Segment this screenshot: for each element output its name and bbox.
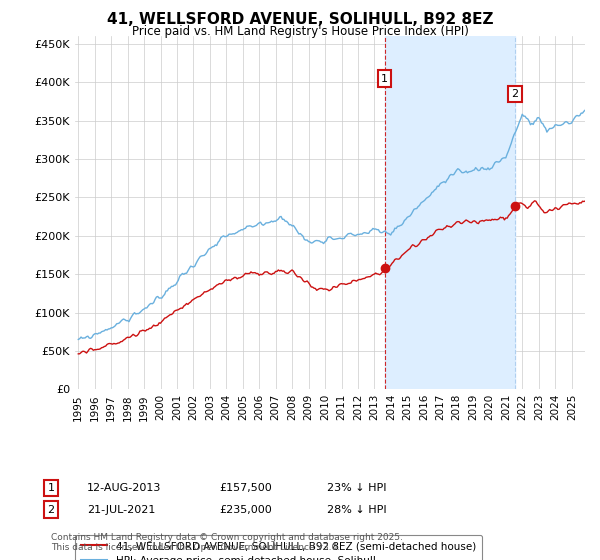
- Legend: 41, WELLSFORD AVENUE, SOLIHULL, B92 8EZ (semi-detached house), HPI: Average pric: 41, WELLSFORD AVENUE, SOLIHULL, B92 8EZ …: [75, 535, 482, 560]
- Text: 23% ↓ HPI: 23% ↓ HPI: [327, 483, 386, 493]
- Text: 41, WELLSFORD AVENUE, SOLIHULL, B92 8EZ: 41, WELLSFORD AVENUE, SOLIHULL, B92 8EZ: [107, 12, 493, 27]
- Text: Contains HM Land Registry data © Crown copyright and database right 2025.: Contains HM Land Registry data © Crown c…: [51, 533, 403, 542]
- Text: 28% ↓ HPI: 28% ↓ HPI: [327, 505, 386, 515]
- Text: 1: 1: [381, 73, 388, 83]
- Text: Price paid vs. HM Land Registry's House Price Index (HPI): Price paid vs. HM Land Registry's House …: [131, 25, 469, 38]
- Text: £235,000: £235,000: [219, 505, 272, 515]
- Text: 21-JUL-2021: 21-JUL-2021: [87, 505, 155, 515]
- Text: 2: 2: [47, 505, 55, 515]
- Text: £157,500: £157,500: [219, 483, 272, 493]
- Text: This data is licensed under the Open Government Licence v3.0.: This data is licensed under the Open Gov…: [51, 543, 340, 552]
- Text: 12-AUG-2013: 12-AUG-2013: [87, 483, 161, 493]
- Text: 2: 2: [511, 89, 518, 99]
- Text: 1: 1: [47, 483, 55, 493]
- Bar: [385, 36, 515, 389]
